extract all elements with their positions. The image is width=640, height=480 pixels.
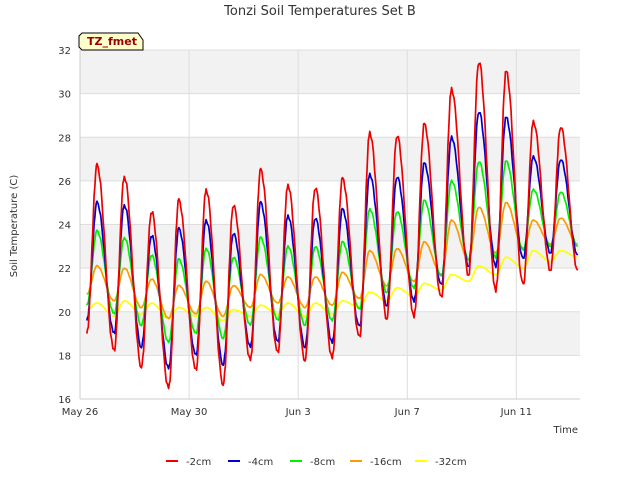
y-tick-label: 26 [58,177,71,188]
x-tick-label: Jun 11 [500,407,533,418]
legend-label: -16cm [370,457,402,468]
y-tick-label: 30 [58,90,71,101]
series-line-minus-4cm [85,111,579,370]
x-axis-ticks: May 26 May 30 Jun 3 Jun 7 Jun 11 [62,407,532,418]
legend-label: -2cm [186,457,211,468]
legend-label: -8cm [310,457,335,468]
axes [79,50,580,400]
legend-label: -32cm [435,457,467,468]
plot-band [80,137,580,181]
legend-item: -2cm [166,457,211,468]
y-tick-label: 16 [58,395,71,406]
series-lines [85,62,579,390]
y-tick-label: 32 [58,46,71,57]
series-line-minus-8cm [86,160,579,344]
chart-title: Tonzi Soil Temperatures Set B [223,4,416,19]
y-tick-label: 22 [58,264,71,275]
legend: -2cm -4cm -8cm -16cm -32cm [166,457,467,468]
x-tick-label: May 26 [62,407,99,418]
site-badge: TZ_fmet [78,32,144,51]
x-tick-label: May 30 [171,407,208,418]
y-tick-label: 20 [58,308,71,319]
y-tick-label: 24 [58,221,71,232]
y-axis-label: Soil Temperature (C) [9,175,20,278]
plot-band [80,50,580,94]
series-line-minus-2cm [85,62,579,390]
legend-item: -32cm [415,457,467,468]
legend-item: -4cm [228,457,273,468]
x-tick-label: Jun 7 [394,407,420,418]
x-axis-label: Time [553,425,578,436]
badge-label: TZ_fmet [87,35,137,48]
y-tick-label: 28 [58,133,71,144]
legend-label: -4cm [248,457,273,468]
y-axis-ticks: 16 18 20 22 24 26 28 30 32 [58,46,71,406]
badge-box [78,32,144,51]
series-line-minus-16cm [86,201,578,320]
legend-item: -8cm [290,457,335,468]
x-tick-label: Jun 3 [285,407,311,418]
y-tick-label: 18 [58,351,71,362]
legend-item: -16cm [350,457,402,468]
